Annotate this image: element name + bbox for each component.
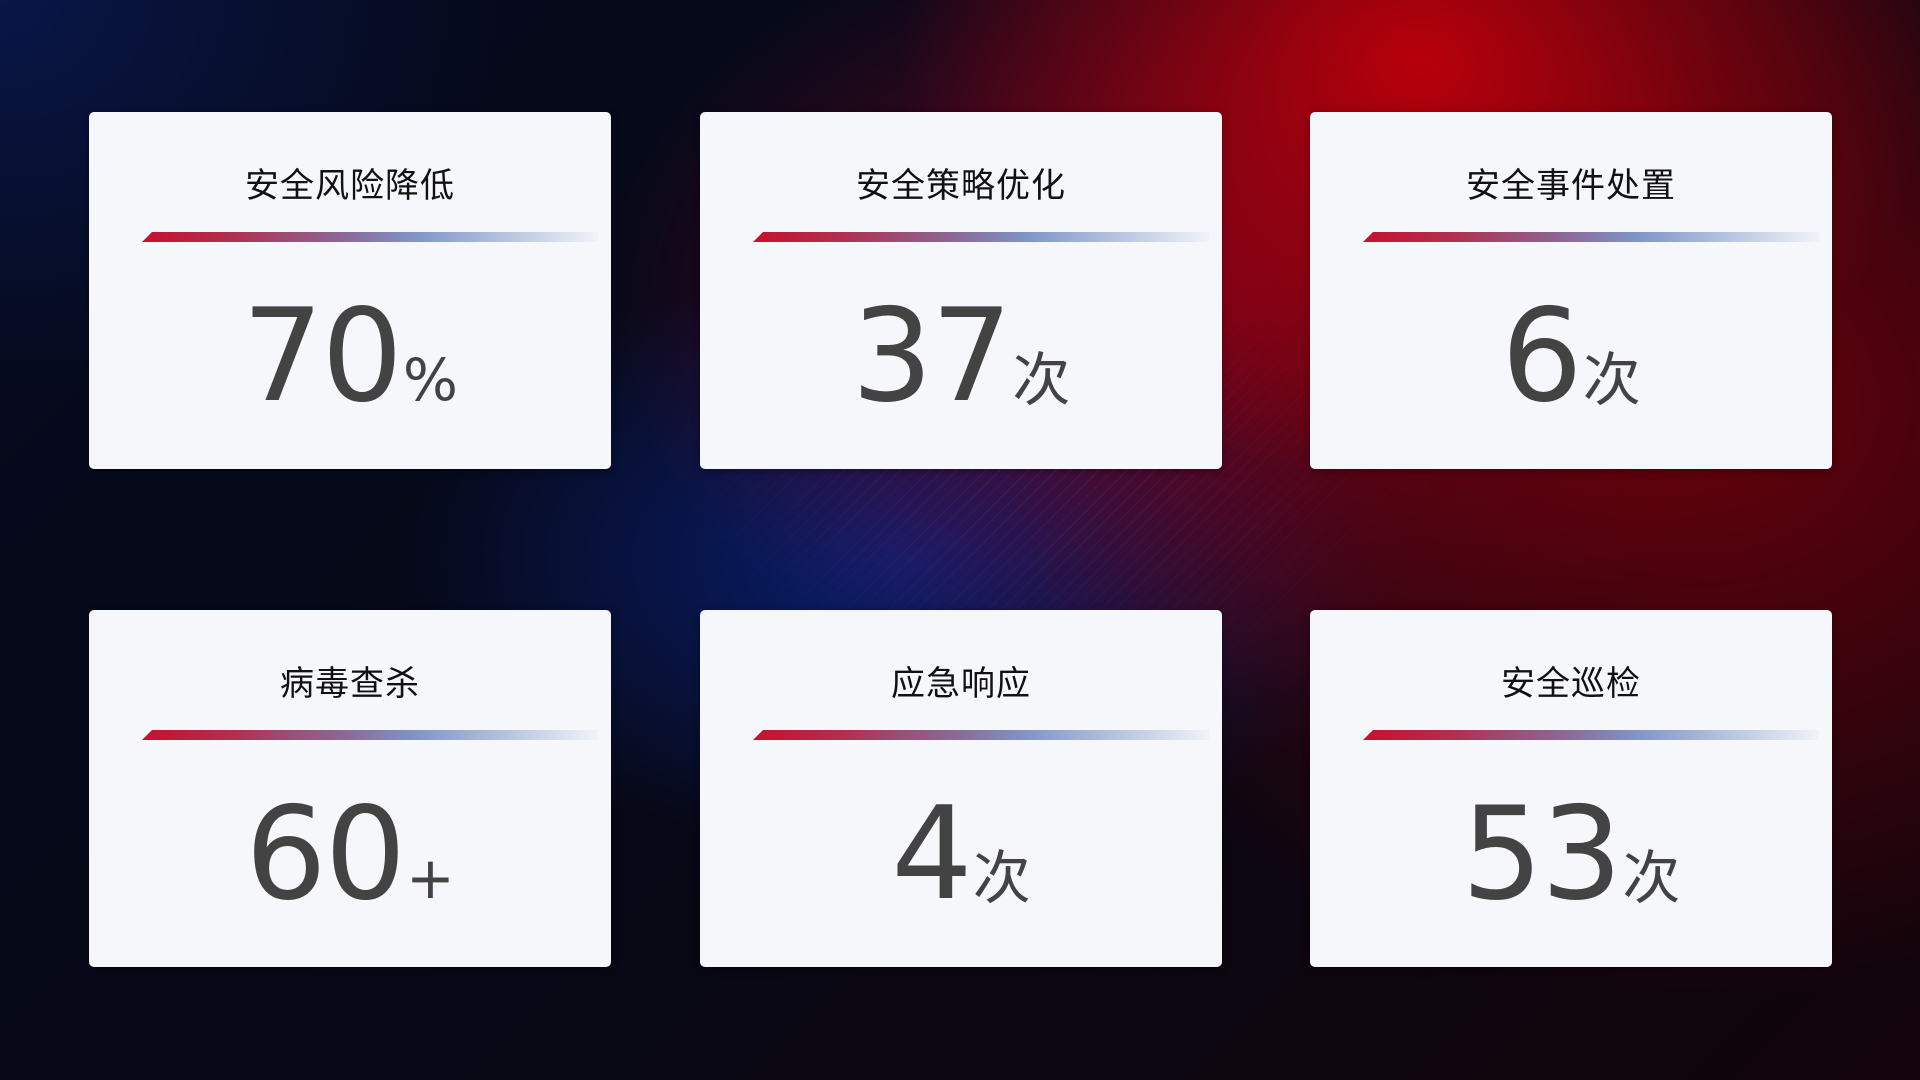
value-unit: 次 [1012, 346, 1071, 414]
card-title: 安全策略优化 [856, 166, 1066, 206]
stat-card-risk-reduction: 安全风险降低 70% [89, 112, 611, 469]
gradient-divider [1363, 730, 1819, 740]
gradient-divider [142, 730, 598, 740]
card-title: 安全事件处置 [1466, 166, 1676, 206]
card-title: 安全巡检 [1501, 664, 1641, 704]
stat-card-policy-optimization: 安全策略优化 37次 [700, 112, 1222, 469]
gradient-divider [1363, 232, 1819, 242]
card-title: 安全风险降低 [245, 166, 455, 206]
stat-card-security-inspection: 安全巡检 53次 [1310, 610, 1832, 967]
card-value: 70% [89, 282, 611, 431]
gradient-divider [753, 730, 1209, 740]
value-number: 37 [851, 282, 1013, 431]
card-title: 病毒查杀 [280, 664, 420, 704]
value-unit: 次 [1622, 844, 1681, 912]
card-value: 60+ [89, 780, 611, 929]
value-number: 53 [1461, 780, 1623, 929]
card-value: 6次 [1310, 282, 1832, 431]
stat-card-incident-handling: 安全事件处置 6次 [1310, 112, 1832, 469]
stat-card-emergency-response: 应急响应 4次 [700, 610, 1222, 967]
gradient-divider [753, 232, 1209, 242]
value-number: 60 [245, 780, 406, 929]
value-unit: 次 [1582, 346, 1641, 414]
value-unit: 次 [972, 844, 1031, 912]
value-unit: % [402, 346, 458, 414]
card-value: 53次 [1310, 780, 1832, 929]
card-value: 37次 [700, 282, 1222, 431]
value-number: 4 [891, 780, 972, 929]
value-number: 6 [1501, 282, 1582, 431]
card-value: 4次 [700, 780, 1222, 929]
value-unit: + [406, 844, 455, 912]
card-title: 应急响应 [891, 664, 1031, 704]
stat-card-virus-removal: 病毒查杀 60+ [89, 610, 611, 967]
value-number: 70 [242, 282, 403, 431]
gradient-divider [142, 232, 598, 242]
